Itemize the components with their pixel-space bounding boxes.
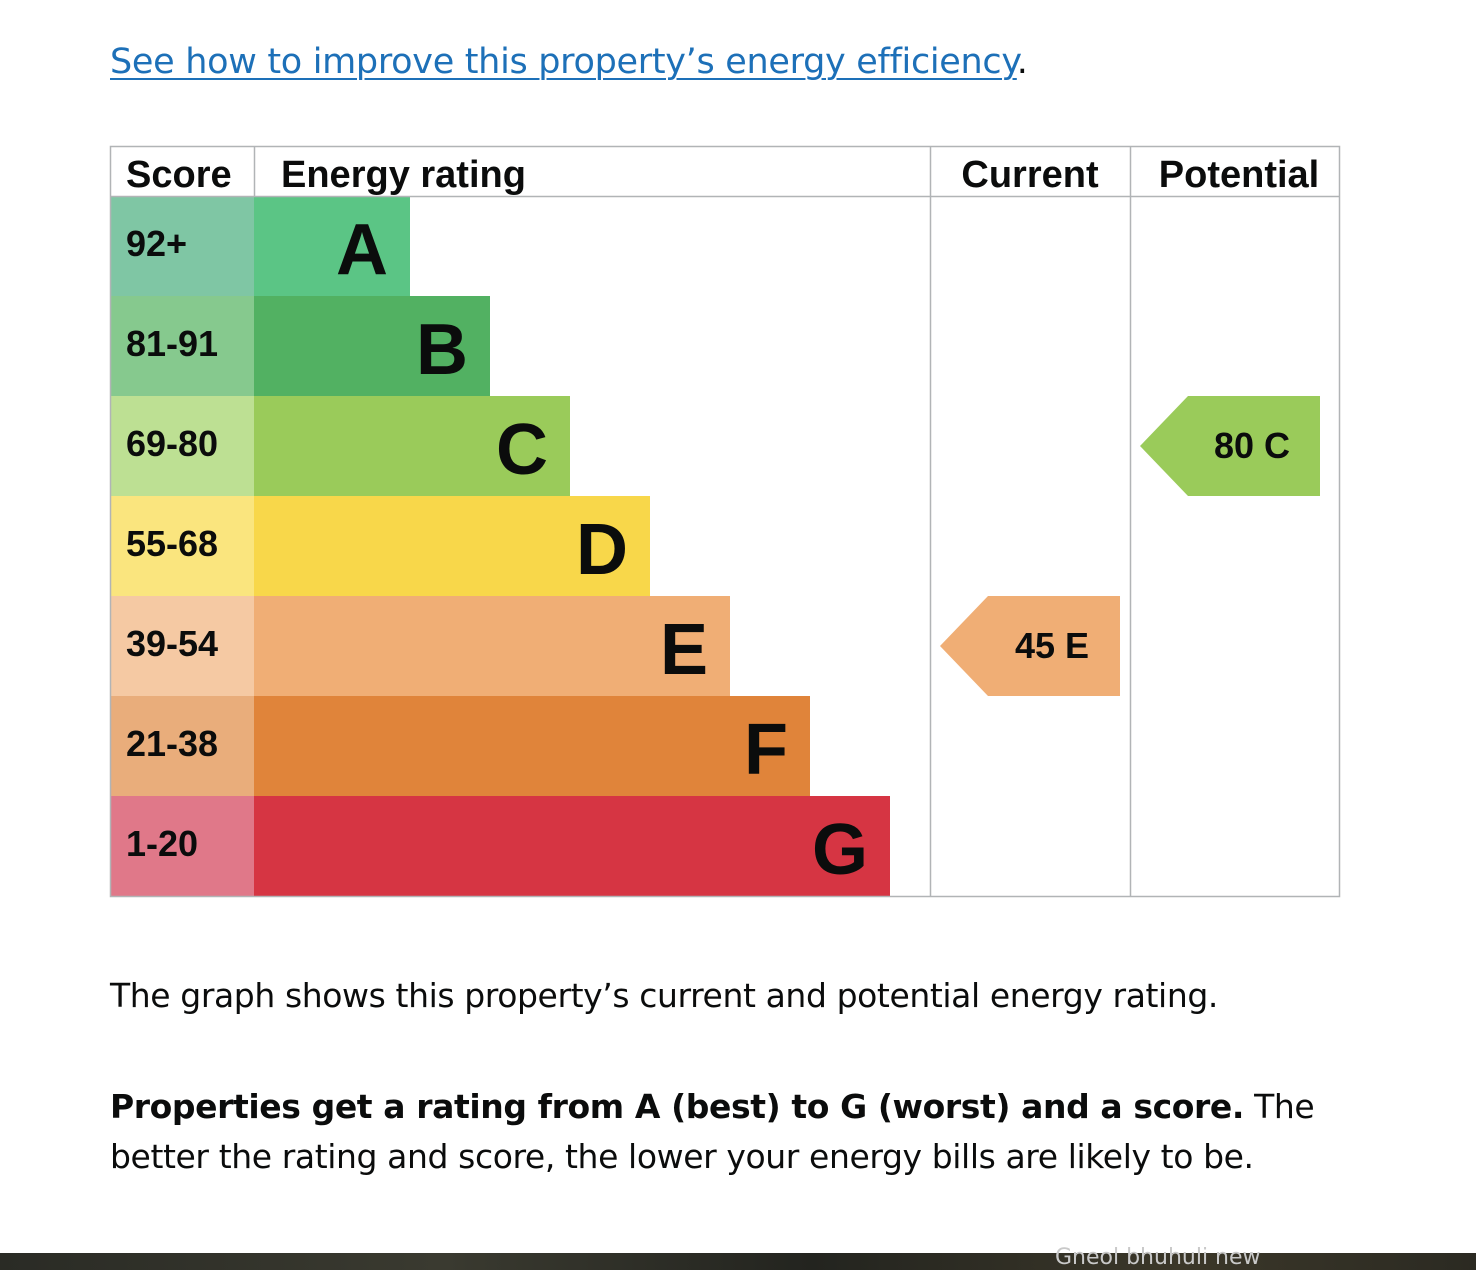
band-letter-e: E [660, 610, 708, 690]
rating-bands: 92+ A 81-91 B 69-80 C 55-68 D 39-54 E 21-38 F 1-20 G [110, 196, 890, 896]
band-letter-g: G [812, 810, 868, 890]
ratings-explanation-rest: The better the rating and score, the low… [110, 1087, 1315, 1176]
band-bar-a [254, 196, 410, 296]
band-bar-g [254, 796, 890, 896]
header-current: Current [961, 154, 1099, 196]
band-bar-d [254, 496, 650, 596]
overlay-text: Gneol bhuhuli new [1055, 1245, 1261, 1270]
potential-rating-marker-arrow [1140, 396, 1320, 496]
band-letter-b: B [416, 310, 468, 390]
header-score: Score [126, 154, 232, 196]
score-range-a: 92+ [126, 223, 187, 264]
potential-rating-marker-label: 80 C [1214, 425, 1290, 466]
current-rating-marker-arrow [940, 596, 1120, 696]
band-bar-e [254, 596, 730, 696]
band-bar-b [254, 296, 490, 396]
link-suffix: . [1016, 42, 1028, 82]
score-range-e: 39-54 [126, 623, 218, 664]
ratings-explanation-bold: Properties get a rating from A (best) to… [110, 1087, 1245, 1126]
band-letter-a: A [336, 210, 388, 290]
score-cell-c [110, 396, 254, 496]
band-letter-c: C [496, 410, 548, 490]
ratings-explanation: Properties get a rating from A (best) to… [110, 1082, 1360, 1182]
score-range-b: 81-91 [126, 323, 218, 364]
score-cell-b [110, 296, 254, 396]
rating-markers: 45 E 80 C [940, 396, 1320, 696]
chart-grid [109, 145, 1341, 898]
band-letter-f: F [744, 710, 788, 790]
improve-efficiency-link[interactable]: See how to improve this property’s energ… [110, 42, 1017, 82]
graph-caption: The graph shows this property’s current … [110, 976, 1218, 1015]
score-range-g: 1-20 [126, 823, 198, 864]
bottom-overlay-strip: Gneol bhuhuli new [0, 1245, 1476, 1270]
band-bar-f [254, 696, 810, 796]
score-range-d: 55-68 [126, 523, 218, 564]
score-cell-g [110, 796, 254, 896]
current-rating-marker-label: 45 E [1015, 625, 1089, 666]
score-range-c: 69-80 [126, 423, 218, 464]
improve-efficiency-line: See how to improve this property’s energ… [110, 38, 1028, 86]
energy-rating-chart: 92+ A81-91 B69-80 C55-68 D39-54 E21-38 F1-20 G … [109, 145, 1341, 898]
score-cell-f [110, 696, 254, 796]
header-energy-rating: Energy rating [281, 154, 526, 196]
header-potential: Potential [1159, 154, 1319, 196]
band-bar-c [254, 396, 570, 496]
band-letter-d: D [576, 510, 628, 590]
score-cell-d [110, 496, 254, 596]
score-cell-e [110, 596, 254, 696]
score-range-f: 21-38 [126, 723, 218, 764]
score-cell-a [110, 196, 254, 296]
